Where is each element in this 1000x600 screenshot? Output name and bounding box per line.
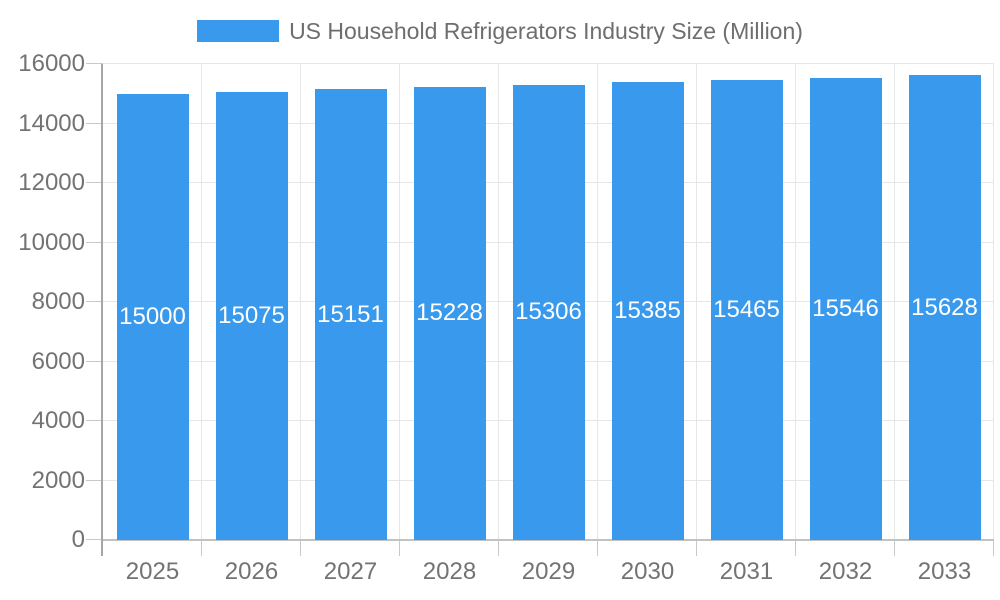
x-axis-tick-label: 2027 bbox=[323, 558, 378, 585]
bar-value-label: 15000 bbox=[119, 302, 186, 330]
y-axis-tick bbox=[86, 63, 103, 64]
x-axis-tick bbox=[300, 540, 301, 556]
x-axis-tick bbox=[993, 540, 994, 556]
y-axis-line bbox=[101, 64, 103, 556]
y-axis-tick-label: 2000 bbox=[31, 466, 85, 494]
x-axis-tick-label: 2026 bbox=[224, 558, 279, 585]
x-axis-tick-label: 2028 bbox=[422, 558, 477, 585]
legend-swatch bbox=[197, 20, 280, 42]
x-axis-tick bbox=[399, 540, 400, 556]
y-axis-tick-label: 8000 bbox=[31, 288, 85, 315]
bar-value-label: 15628 bbox=[911, 293, 978, 321]
y-axis-tick bbox=[86, 539, 103, 540]
x-axis-tick bbox=[894, 540, 895, 556]
gridline-vertical bbox=[597, 64, 598, 540]
bar-value-label: 15306 bbox=[515, 298, 582, 326]
y-axis-tick-label: 10000 bbox=[18, 228, 85, 256]
x-axis-tick bbox=[201, 540, 202, 556]
bar-2030[interactable] bbox=[611, 82, 684, 540]
legend[interactable]: US Household Refrigerators Industry Size… bbox=[0, 17, 1000, 45]
x-axis-tick-label: 2033 bbox=[917, 558, 972, 585]
bar-2031[interactable] bbox=[710, 79, 783, 540]
bar-2032[interactable] bbox=[809, 77, 882, 540]
bar-2027[interactable] bbox=[314, 89, 387, 540]
bar-2029[interactable] bbox=[512, 84, 585, 540]
y-axis-tick-label: 14000 bbox=[18, 109, 85, 137]
bar-2026[interactable] bbox=[215, 91, 288, 540]
x-axis-line bbox=[103, 539, 994, 541]
x-axis-tick-label: 2025 bbox=[125, 558, 180, 585]
x-axis-tick-label: 2030 bbox=[620, 558, 675, 585]
gridline-vertical bbox=[993, 64, 994, 540]
gridline-vertical bbox=[498, 64, 499, 540]
bar-value-label: 15385 bbox=[614, 297, 681, 325]
gridline-vertical bbox=[300, 64, 301, 540]
gridline-horizontal bbox=[103, 63, 994, 64]
y-axis-tick bbox=[86, 122, 103, 124]
x-axis-tick-label: 2029 bbox=[521, 558, 576, 585]
y-axis-tick bbox=[86, 301, 103, 302]
bar-value-label: 15228 bbox=[416, 299, 483, 327]
y-axis-tick-label: 0 bbox=[71, 526, 85, 553]
gridline-vertical bbox=[696, 64, 697, 540]
x-axis-tick bbox=[498, 540, 499, 556]
gridline-vertical bbox=[795, 64, 796, 540]
y-axis-tick bbox=[86, 360, 103, 362]
gridline-vertical bbox=[399, 64, 400, 540]
x-axis-tick-label: 2031 bbox=[719, 558, 774, 585]
y-axis-tick bbox=[86, 479, 103, 481]
y-axis-tick-label: 16000 bbox=[18, 50, 85, 77]
y-axis-tick-label: 12000 bbox=[18, 169, 85, 196]
x-axis-tick-label: 2032 bbox=[818, 558, 873, 585]
bar-value-label: 15075 bbox=[218, 301, 285, 329]
bar-value-label: 15465 bbox=[713, 295, 780, 323]
y-axis-tick bbox=[86, 241, 103, 243]
bar-value-label: 15546 bbox=[812, 294, 879, 322]
x-axis-tick bbox=[696, 540, 697, 556]
gridline-vertical bbox=[201, 64, 202, 540]
y-axis-tick-label: 6000 bbox=[31, 347, 85, 375]
y-axis-tick-label: 4000 bbox=[31, 407, 85, 434]
bar-value-label: 15151 bbox=[317, 300, 384, 328]
x-axis-tick bbox=[795, 540, 796, 556]
bar-2033[interactable] bbox=[908, 75, 981, 540]
gridline-vertical bbox=[894, 64, 895, 540]
y-axis-tick bbox=[86, 420, 103, 421]
x-axis-tick bbox=[597, 540, 598, 556]
y-axis-tick bbox=[86, 182, 103, 183]
bar-2028[interactable] bbox=[413, 86, 486, 540]
bar-2025[interactable] bbox=[116, 93, 189, 540]
legend-label: US Household Refrigerators Industry Size… bbox=[289, 18, 803, 44]
